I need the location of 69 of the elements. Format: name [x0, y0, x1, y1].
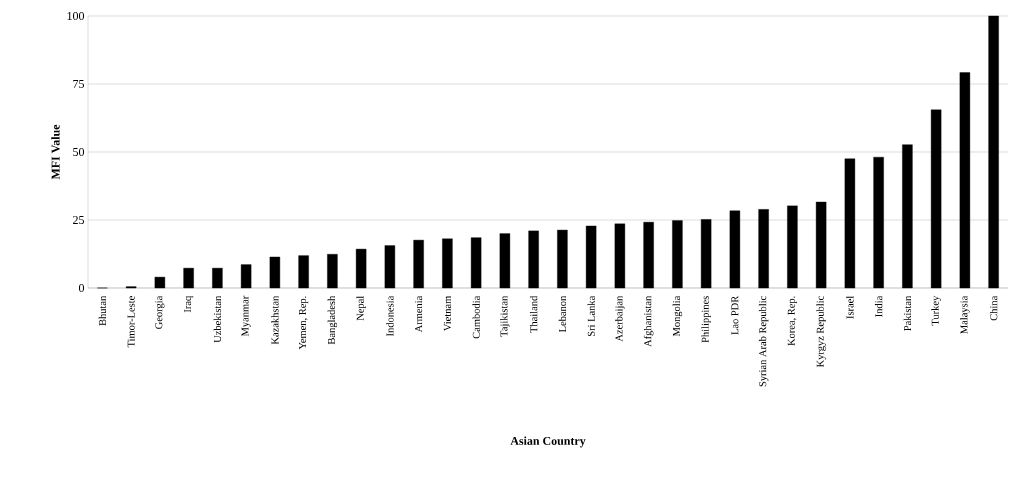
bar	[758, 209, 769, 289]
x-tick-label: Iraq	[184, 295, 194, 313]
y-tick-label: 50	[73, 147, 85, 157]
bar	[585, 225, 597, 289]
x-tick-label: Kazakhstan	[271, 295, 279, 345]
bar	[154, 276, 166, 289]
bar	[873, 156, 884, 289]
bar	[614, 223, 626, 289]
bar	[557, 229, 568, 289]
bar	[930, 109, 942, 289]
x-tick-label: Philippines	[701, 296, 711, 343]
x-tick-label: Kyrgyz Republic	[816, 296, 826, 368]
x-tick-label: Nepal	[356, 295, 366, 321]
x-tick-label: Israel	[846, 295, 854, 319]
x-tick-label: Bangladesh	[327, 295, 338, 345]
bar	[470, 237, 482, 289]
bar	[700, 219, 712, 289]
x-tick-label: Azerbaijan	[615, 295, 625, 342]
y-axis-title: MFI Value	[51, 124, 60, 180]
x-tick-label: Bhutan	[98, 295, 107, 326]
bar	[672, 220, 683, 289]
bar	[959, 72, 971, 289]
x-tick-label: Armenia	[415, 295, 423, 333]
y-tick-label: 25	[73, 215, 85, 225]
bar	[212, 267, 223, 289]
x-tick-label: Vietnam	[443, 295, 451, 332]
x-tick-label: Lao PDR	[731, 295, 739, 335]
bar	[298, 255, 309, 289]
x-tick-label: Georgia	[155, 295, 165, 329]
bar	[442, 238, 453, 289]
bar	[815, 201, 827, 289]
x-tick-label: Mongolia	[672, 295, 683, 337]
bar	[240, 264, 252, 289]
bar	[269, 256, 281, 289]
x-tick-label: Malaysia	[960, 295, 970, 334]
bar	[327, 254, 338, 289]
x-tick-label: Yemen, Rep.	[299, 296, 309, 350]
bar	[528, 230, 539, 289]
y-tick-label: 75	[73, 80, 85, 88]
bar	[787, 205, 798, 289]
x-tick-label: Timor-Leste	[127, 296, 135, 348]
x-axis-title: Asian Country	[510, 436, 586, 448]
x-tick-label: Uzbekistan	[213, 295, 222, 343]
x-tick-label: Tajikistan	[500, 295, 510, 337]
x-tick-label: Cambodia	[472, 295, 480, 339]
bar	[902, 144, 913, 289]
x-tick-label: China	[989, 295, 998, 321]
x-tick-label: India	[874, 295, 883, 317]
bar	[183, 267, 194, 289]
bar	[844, 158, 856, 289]
x-tick-label: Afghanistan	[643, 295, 654, 347]
x-tick-label: Pakistan	[903, 295, 912, 331]
bar	[384, 245, 396, 289]
y-tick-label: 100	[67, 11, 85, 21]
x-tick-label: Syrian Arab Republic	[758, 296, 769, 387]
x-tick-label: Korea, Rep.	[787, 296, 797, 346]
y-tick-label: 0	[78, 283, 85, 293]
bar	[499, 233, 511, 289]
x-tick-label: Thailand	[529, 295, 538, 333]
x-tick-label: Turkey	[931, 295, 941, 326]
bar	[729, 210, 741, 289]
x-tick-label: Myanmar	[241, 295, 251, 337]
bar	[988, 15, 999, 289]
bar	[413, 239, 424, 289]
bar	[355, 248, 367, 289]
x-tick-label: Indonesia	[386, 295, 394, 337]
x-tick-label: Sri Lanka	[587, 295, 595, 337]
x-tick-label: Lebanon	[558, 295, 567, 333]
bar	[643, 221, 654, 289]
